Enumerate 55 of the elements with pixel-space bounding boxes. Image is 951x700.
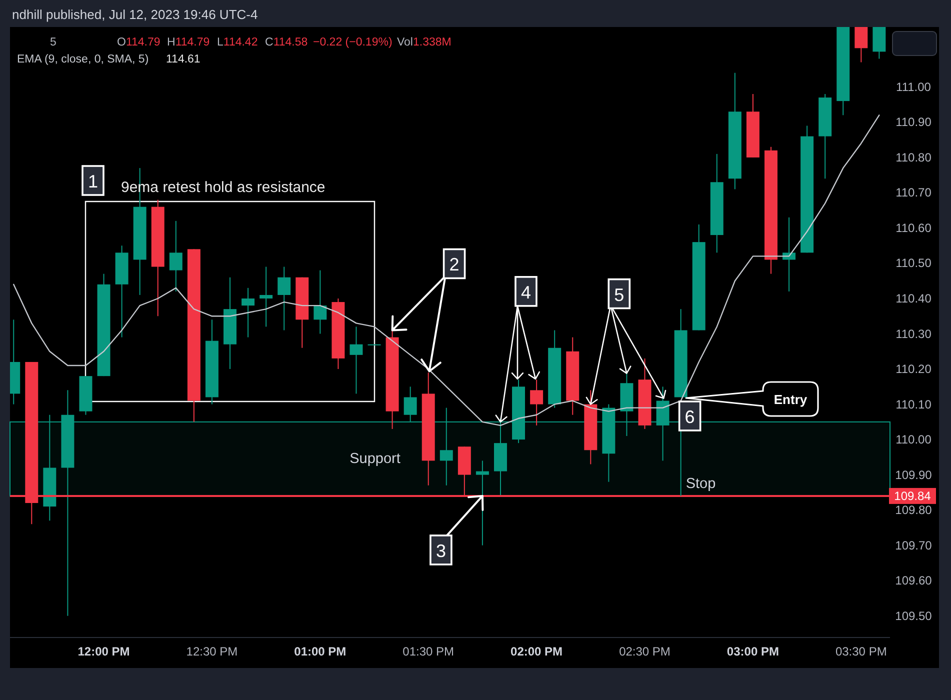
x-tick-label: 02:00 PM [510, 644, 563, 658]
candlestick [278, 266, 291, 331]
y-tick-label: 110.20 [896, 362, 932, 376]
candlestick [242, 287, 255, 338]
x-tick-label: 02:30 PM [619, 644, 670, 658]
y-tick-label: 109.50 [895, 608, 932, 623]
annotation: C114.58 [265, 36, 308, 48]
candlestick [440, 407, 453, 486]
annotation: 114.61 [166, 54, 200, 66]
y-tick-label: 110.70 [896, 186, 932, 200]
annotation: L114.42 [217, 36, 258, 48]
annotation: 5 [50, 36, 56, 48]
line-series [13, 114, 880, 426]
y-tick-label: 110.80 [896, 150, 932, 164]
ref-line-label: 109.84 [894, 488, 932, 503]
candlestick [260, 266, 273, 328]
y-tick-label: 110.60 [896, 220, 932, 235]
annotation: 1 [88, 172, 98, 192]
y-tick-label: 109.70 [895, 538, 932, 552]
y-tick-label: 109.60 [895, 574, 932, 588]
x-tick-label: 01:00 PM [294, 644, 346, 658]
y-tick-label: 111.00 [896, 80, 932, 94]
y-tick-label: 110.50 [896, 256, 932, 270]
candlestick [350, 326, 363, 394]
annotation: Stop [686, 476, 716, 492]
candlestick [404, 386, 417, 422]
y-tick-label: 110.40 [896, 292, 932, 306]
x-tick-label: 03:00 PM [726, 644, 779, 658]
y-tick-label: 110.90 [896, 115, 932, 130]
y-tick-label: 110.10 [896, 397, 932, 412]
annotation: 4 [520, 282, 531, 302]
annotation: −0.22 (−0.19%) [313, 36, 392, 48]
annotation: 5 [614, 284, 624, 305]
y-tick-label: 110.00 [896, 432, 932, 447]
annotation: H114.79 [167, 36, 210, 48]
annotation: 2 [449, 254, 460, 275]
y-tick-label: 109.80 [895, 503, 932, 518]
x-tick-label: 12:00 PM [78, 644, 130, 658]
annotation: Vol1.338M [397, 36, 452, 48]
annotation: Entry [774, 392, 808, 406]
text: ndhill published, Jul 12, 2023 19:46 UTC-4 [12, 6, 258, 22]
x-tick-label: 03:30 PM [835, 644, 887, 658]
x-tick-label: 12:30 PM [186, 644, 238, 658]
x-tick-label: 01:30 PM [402, 644, 454, 658]
text: EMA (9, close, 0, SMA, 5) [17, 54, 149, 66]
annotation: 3 [436, 540, 446, 561]
y-tick-label: 110.30 [896, 326, 932, 341]
band-label: Support [350, 450, 400, 467]
annotation: 6 [684, 406, 695, 427]
candlestick [314, 270, 327, 334]
candlestick [530, 379, 544, 426]
candlestick [854, 27, 868, 63]
candlestick [169, 220, 182, 292]
y-tick-label: 109.90 [895, 468, 932, 482]
annotation: O114.79 [117, 36, 160, 48]
